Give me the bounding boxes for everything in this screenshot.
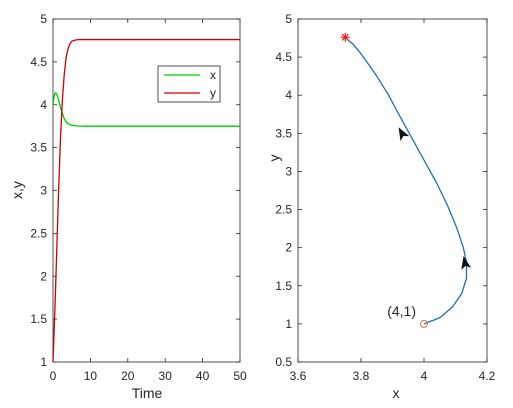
right-markers: (4,1) (340, 32, 472, 328)
right-y-tick-label: 4.5 (275, 50, 292, 64)
left-y-tick-label: 5 (40, 12, 47, 26)
direction-arrow (461, 256, 472, 270)
equilibrium-star-marker (340, 32, 350, 42)
left-ticks: 0 10 20 30 40 50 1 1.5 2 2.5 3 3.5 4 4.5 5 (30, 12, 247, 383)
left-legend: x y (157, 65, 221, 103)
right-y-tick-label: 3 (285, 164, 292, 178)
left-x-tick-label: 40 (196, 369, 210, 383)
left-y-tick-label: 1 (40, 355, 47, 369)
left-y-tick-label: 2.5 (30, 226, 47, 240)
start-point-marker (420, 319, 428, 328)
right-y-tick-label: 1 (285, 317, 292, 331)
legend-label-y: y (210, 86, 216, 100)
right-y-tick-label: 2.5 (275, 203, 292, 217)
right-x-tick-label: 3.8 (353, 369, 370, 383)
right-plot-area (297, 18, 488, 363)
right-series-line-0 (344, 36, 468, 325)
left-y-tick-label: 3 (40, 184, 47, 198)
left-y-tick-label: 3.5 (30, 141, 47, 155)
phase-portrait-panel: 3.6 3.8 4 4.2 0.5 1 1.5 2 2.5 3 3.5 4 4.5 5 (4,1) x y (266, 12, 496, 401)
left-y-tick-label: 2 (40, 269, 47, 283)
right-y-tick-label: 3.5 (275, 126, 292, 140)
right-x-tick-label: 4.2 (479, 369, 496, 383)
left-x-tick-label: 50 (233, 369, 247, 383)
left-series-line-x (52, 92, 240, 127)
right-x-tick-label: 3.6 (290, 369, 307, 383)
left-x-tick-label: 10 (84, 369, 98, 383)
right-ticks: 3.6 3.8 4 4.2 0.5 1 1.5 2 2.5 3 3.5 4 4.5 5 (275, 12, 495, 383)
right-y-axis-label: y (266, 155, 282, 162)
legend-box (157, 65, 221, 103)
left-series (52, 38, 240, 363)
right-x-tick-label: 4 (421, 369, 428, 383)
left-y-tick-label: 4.5 (30, 55, 47, 69)
left-x-axis-label: Time (132, 385, 163, 401)
left-series-line-y (52, 38, 240, 363)
left-y-tick-label: 1.5 (30, 312, 47, 326)
right-y-tick-label: 5 (285, 12, 292, 26)
right-y-tick-label: 2 (285, 241, 292, 255)
left-x-tick-label: 30 (159, 369, 173, 383)
left-y-tick-label: 4 (40, 98, 47, 112)
right-series (344, 36, 468, 325)
right-x-axis-label: x (393, 385, 400, 401)
right-y-tick-label: 0.5 (275, 355, 292, 369)
start-point-label: (4,1) (387, 303, 416, 319)
right-y-tick-label: 4 (285, 88, 292, 102)
time-series-panel: 0 10 20 30 40 50 1 1.5 2 2.5 3 3.5 4 4.5 5 x y Time x,… (9, 12, 247, 401)
left-x-tick-label: 20 (121, 369, 135, 383)
direction-arrow (398, 127, 410, 141)
left-x-tick-label: 0 (50, 369, 57, 383)
left-y-axis-label: x,y (9, 181, 25, 199)
legend-label-x: x (210, 68, 216, 82)
right-y-tick-label: 1.5 (275, 279, 292, 293)
